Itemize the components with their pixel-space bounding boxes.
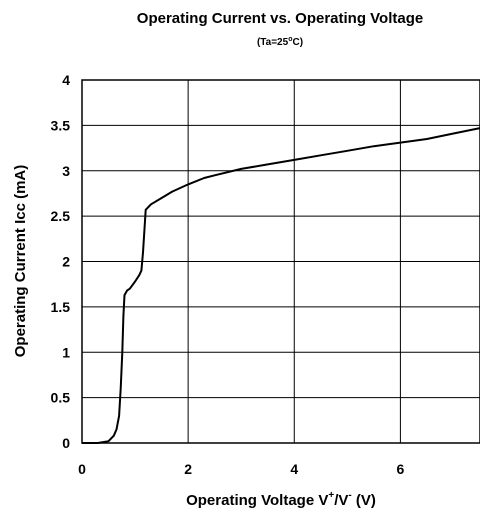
chart-subtitle: (Ta=25oC) <box>257 36 303 48</box>
y-tick-label: 2.5 <box>51 208 71 224</box>
y-tick-label: 3.5 <box>51 117 71 133</box>
chart-title: Operating Current vs. Operating Voltage <box>137 10 423 27</box>
y-tick-label: 2 <box>62 254 70 270</box>
y-tick-label: 1 <box>62 344 70 360</box>
subtitle-part: C) <box>292 37 303 48</box>
x-tick-label: 4 <box>290 461 298 477</box>
x-tick-label: 0 <box>78 461 86 477</box>
y-tick-label: 4 <box>62 72 70 88</box>
x-label-part: /V <box>334 492 348 509</box>
grid <box>82 80 480 443</box>
x-tick-label: 2 <box>184 461 192 477</box>
series-line <box>82 127 480 444</box>
subtitle-degree: o <box>288 36 292 43</box>
x-tick-label: 6 <box>397 461 405 477</box>
x-label-part: Operating Voltage V <box>186 492 328 509</box>
y-tick-label: 0 <box>62 435 70 451</box>
y-tick-label: 3 <box>62 163 70 179</box>
plot-frame <box>81 79 480 444</box>
y-tick-label: 0.5 <box>51 390 71 406</box>
x-label-sup: - <box>348 490 351 501</box>
y-axis-label: Operating Current Icc (mA) <box>12 165 29 358</box>
subtitle-part: (Ta=25 <box>257 37 289 48</box>
series-lines <box>82 127 480 444</box>
x-axis-label: Operating Voltage V+/V- (V) <box>186 490 376 509</box>
x-label-sup: + <box>328 490 334 501</box>
x-label-part: (V) <box>352 492 376 509</box>
x-tick-labels: 0 2 4 6 <box>78 461 404 477</box>
y-tick-label: 1.5 <box>51 299 71 315</box>
y-tick-labels: 0 0.5 1 1.5 2 2.5 3 3.5 4 <box>51 72 71 451</box>
